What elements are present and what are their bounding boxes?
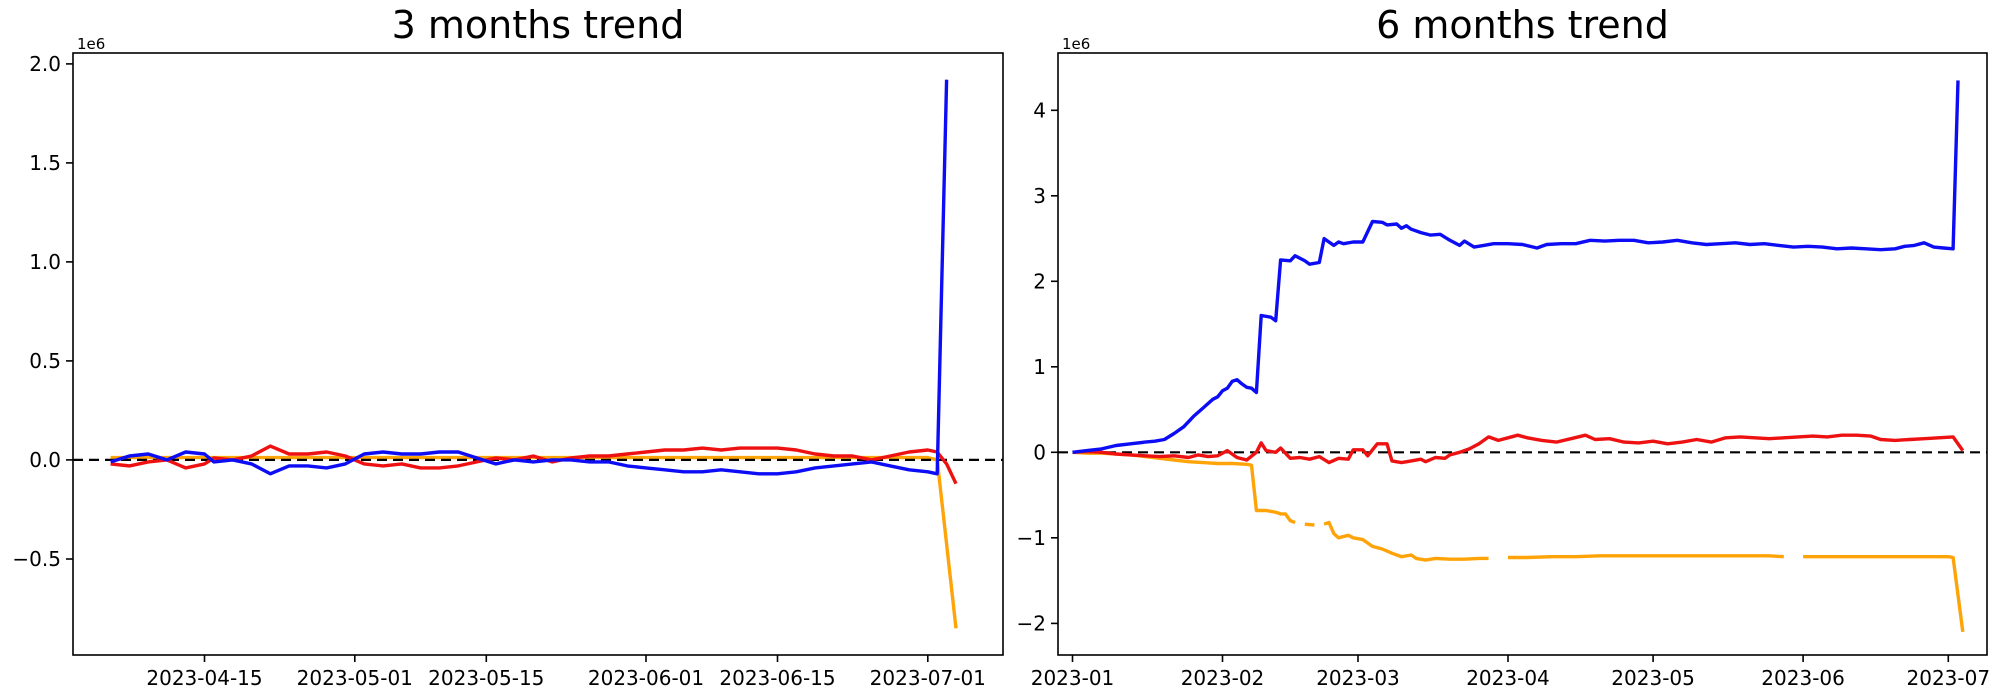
y-tick-label: 2.0 [29, 52, 61, 76]
x-tick-label: 2023-05-01 [297, 666, 413, 690]
series-red-path [1072, 433, 1965, 465]
y-tick-label: 0 [1033, 440, 1046, 464]
x-tick-label: 2023-02 [1181, 666, 1265, 690]
x-tick-label: 2023-06-01 [588, 666, 704, 690]
y-axis-offset-label: 1e6 [1062, 35, 1091, 53]
axis-frame [72, 52, 1004, 656]
y-tick-label: −0.5 [12, 547, 61, 571]
y-tick-label: −1 [1017, 526, 1046, 550]
x-tick-label: 2023-06-15 [719, 666, 835, 690]
x-tick-label: 2023-05-15 [428, 666, 544, 690]
x-tick-label: 2023-04 [1466, 666, 1550, 690]
y-tick-label: −2 [1017, 611, 1046, 635]
y-axis-offset-label: 1e6 [77, 35, 106, 53]
x-tick-label: 2023-01 [1031, 666, 1115, 690]
x-tick-label: 2023-05 [1611, 666, 1695, 690]
series-blue-path [110, 79, 949, 476]
y-tick-label: 1 [1033, 355, 1046, 379]
x-tick-label: 2023-03 [1316, 666, 1400, 690]
chart-title-6-months: 6 months trend [1376, 3, 1669, 47]
y-tick-label: 1.0 [29, 250, 61, 274]
y-tick-label: 4 [1033, 98, 1046, 122]
series-red-path [110, 444, 958, 485]
y-tick-label: 0.5 [29, 349, 61, 373]
y-tick-label: 2 [1033, 269, 1046, 293]
plot-area-3-months: 2023-04-15 2023-05-01 2023-05-15 2023-06-01… [12, 52, 1004, 690]
series-orange-path [110, 455, 958, 629]
x-tick-label: 2023-07 [1907, 666, 1991, 690]
plot-area-6-months: 2023-01 2023-02 2023-03 2023-04 2023-05 2023-… [1017, 52, 1990, 690]
y-tick-label: 0.0 [29, 448, 61, 472]
y-tick-label: 3 [1033, 184, 1046, 208]
x-tick-label: 2023-06 [1761, 666, 1845, 690]
series-blue-path [1072, 80, 1960, 454]
x-tick-label: 2023-04-15 [146, 666, 262, 690]
y-tick-label: 1.5 [29, 151, 61, 175]
x-tick-label: 2023-07-01 [870, 666, 986, 690]
series-orange-path [1072, 450, 1965, 633]
chart-title-3-months: 3 months trend [391, 3, 685, 47]
axis-frame [1057, 52, 1988, 656]
